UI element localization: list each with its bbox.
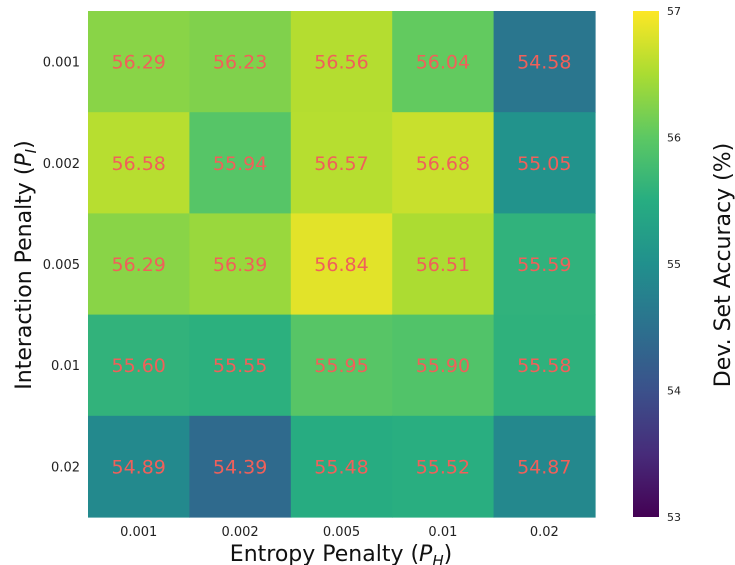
cell-value-label: 55.48	[314, 456, 368, 478]
y-tick-label: 0.002	[43, 157, 80, 172]
x-axis-ticks: 0.001 0.002 0.005 0.01 0.02	[120, 525, 559, 540]
colorbar-tick-label: 54	[667, 385, 681, 398]
colorbar-ticks: 53 54 55 56 57	[667, 5, 681, 524]
heatmap-cell	[290, 415, 393, 518]
cell-value-label: 55.55	[213, 355, 267, 377]
cell-value-label: 54.39	[213, 456, 267, 478]
heatmap-cell	[392, 213, 495, 316]
heatmap-cell	[493, 112, 596, 214]
heatmap-cell	[88, 213, 190, 316]
y-tick-label: 0.001	[43, 56, 80, 71]
cell-value-label: 56.68	[416, 153, 470, 175]
heatmap-cell	[493, 11, 596, 113]
x-tick-label: 0.005	[323, 525, 360, 540]
heatmap-cell	[189, 415, 292, 518]
cell-value-label: 56.57	[314, 153, 368, 175]
cell-value-label: 56.23	[213, 52, 267, 74]
heatmap-cell	[392, 11, 495, 113]
y-tick-label: 0.01	[51, 359, 80, 374]
heatmap-cell	[88, 11, 190, 113]
cell-value-label: 55.52	[416, 456, 470, 478]
heatmap-cell	[189, 11, 292, 113]
colorbar-label: Dev. Set Accuracy (%)	[711, 143, 735, 387]
heatmap-cell	[88, 415, 190, 518]
cell-value-label: 55.90	[416, 355, 470, 377]
cell-value-label: 54.58	[517, 52, 571, 74]
heatmap-cell	[392, 314, 495, 417]
colorbar-tick-label: 56	[667, 132, 681, 145]
heatmap-cell	[189, 213, 292, 316]
heatmap-cell	[392, 415, 495, 518]
cell-value-label: 56.29	[111, 254, 165, 276]
cell-value-label: 56.51	[416, 254, 470, 276]
cell-value-label: 54.87	[517, 456, 571, 478]
cell-value-label: 55.05	[517, 153, 571, 175]
y-tick-label: 0.02	[51, 460, 80, 475]
cell-value-label: 56.84	[314, 254, 368, 276]
x-tick-label: 0.02	[530, 525, 559, 540]
heatmap-cell	[493, 213, 596, 316]
heatmap-cell	[493, 415, 596, 518]
y-axis-ticks: 0.001 0.002 0.005 0.01 0.02	[43, 56, 80, 476]
heatmap-cell	[290, 11, 393, 113]
cell-value-label: 54.89	[111, 456, 165, 478]
cell-value-label: 56.56	[314, 52, 368, 74]
cell-value-label: 55.95	[314, 355, 368, 377]
heatmap-cell	[189, 112, 292, 214]
cell-value-label: 55.58	[517, 355, 571, 377]
cell-value-label: 55.60	[111, 355, 165, 377]
colorbar-tick-label: 53	[667, 511, 681, 524]
cell-value-label: 56.58	[111, 153, 165, 175]
y-tick-label: 0.005	[43, 258, 80, 273]
x-tick-label: 0.002	[221, 525, 258, 540]
heatmap-cell-labels: 56.29 56.23 56.56 56.04 54.58 56.58 55.94 56.57…	[111, 52, 571, 479]
heatmap-cell	[189, 314, 292, 417]
x-tick-label: 0.001	[120, 525, 157, 540]
heatmap-cell	[493, 314, 596, 417]
cell-value-label: 56.04	[416, 52, 470, 74]
heatmap-cell	[88, 314, 190, 417]
colorbar-tick-label: 57	[667, 5, 681, 18]
cell-value-label: 56.29	[111, 52, 165, 74]
heatmap-cells	[88, 11, 596, 518]
cell-value-label: 55.59	[517, 254, 571, 276]
heatmap-cell	[290, 213, 393, 316]
heatmap-cell	[290, 112, 393, 214]
x-tick-label: 0.01	[428, 525, 457, 540]
x-axis-label: Entropy Penalty (PH)	[230, 542, 452, 565]
heatmap-cell	[392, 112, 495, 214]
y-axis-label: Interaction Penalty (PI)	[12, 140, 40, 389]
cell-value-label: 55.94	[213, 153, 267, 175]
cell-value-label: 56.39	[213, 254, 267, 276]
colorbar-tick-label: 55	[667, 258, 681, 271]
heatmap-cell	[290, 314, 393, 417]
heatmap-cell	[88, 112, 190, 214]
colorbar	[633, 11, 659, 517]
